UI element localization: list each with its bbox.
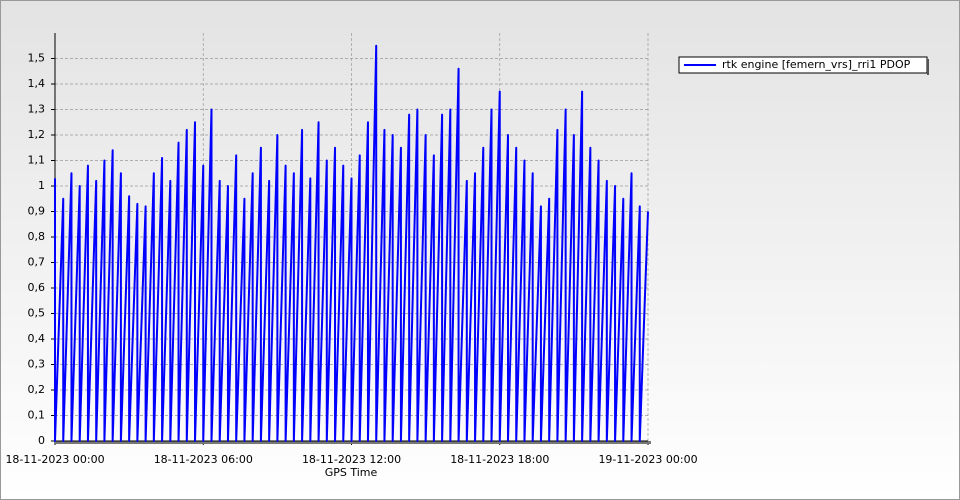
y-tick-label: 0,6 xyxy=(28,281,46,294)
x-tick-label: 18-11-2023 12:00 xyxy=(302,453,401,466)
data-line xyxy=(54,44,649,442)
y-tick-label: 0,1 xyxy=(28,409,46,422)
x-tick-label: 18-11-2023 18:00 xyxy=(450,453,549,466)
y-tick-label: 1,3 xyxy=(28,103,46,116)
y-tick-label: 1,2 xyxy=(28,128,46,141)
x-axis-label: GPS Time xyxy=(325,466,378,479)
x-tick-label: 18-11-2023 06:00 xyxy=(154,453,253,466)
x-tick-label: 19-11-2023 00:00 xyxy=(598,453,697,466)
y-tick-label: 0,2 xyxy=(28,383,46,396)
y-tick-label: 0,7 xyxy=(28,256,46,269)
y-tick-label: 0,3 xyxy=(28,358,46,371)
y-tick-label: 1,5 xyxy=(28,52,46,65)
y-tick-label: 0 xyxy=(38,434,45,447)
y-tick-label: 1,4 xyxy=(28,77,46,90)
y-tick-label: 0,4 xyxy=(28,332,46,345)
y-tick-label: 0,8 xyxy=(28,230,46,243)
axis-shadow xyxy=(55,441,651,444)
y-tick-label: 0,9 xyxy=(28,205,46,218)
legend-label: rtk engine [femern_vrs]_rri1 PDOP xyxy=(722,58,911,71)
y-tick-label: 0,5 xyxy=(28,307,46,320)
y-tick-label: 1,1 xyxy=(28,154,46,167)
y-tick-label: 1 xyxy=(38,179,45,192)
legend: rtk engine [femern_vrs]_rri1 PDOP xyxy=(678,56,929,75)
legend-shadow xyxy=(927,59,929,75)
x-tick-label: 18-11-2023 00:00 xyxy=(5,453,104,466)
